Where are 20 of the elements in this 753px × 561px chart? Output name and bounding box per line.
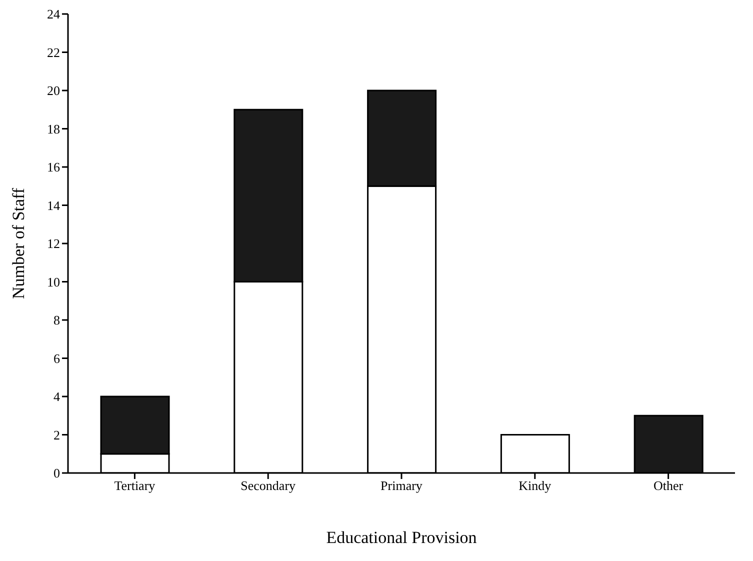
x-tick-label: Kindy xyxy=(518,478,552,494)
x-tick-label: Other xyxy=(653,478,684,494)
y-tick-label: 12 xyxy=(47,236,60,252)
y-tick-label: 4 xyxy=(54,389,60,404)
y-tick-label: 20 xyxy=(47,83,60,98)
x-tick-label: Secondary xyxy=(240,478,296,494)
y-tick-label: 16 xyxy=(47,160,60,175)
y-axis-title: Number of Staff xyxy=(9,188,28,300)
y-tick-label: 2 xyxy=(54,427,60,442)
y-tick-label: 8 xyxy=(54,312,60,328)
y-tick-label: 22 xyxy=(47,44,60,60)
y-tick-label: 18 xyxy=(47,121,60,136)
y-tick-label: 10 xyxy=(47,274,60,290)
x-tick-label: Primary xyxy=(380,478,423,494)
x-axis-title: Educational Provision xyxy=(326,528,478,547)
y-tick-label: 24 xyxy=(47,6,60,22)
y-tick-label: 6 xyxy=(54,350,60,366)
x-tick-label: Tertiary xyxy=(114,478,156,494)
y-tick-label: 14 xyxy=(47,198,60,213)
y-tick-label: 0 xyxy=(54,466,60,481)
